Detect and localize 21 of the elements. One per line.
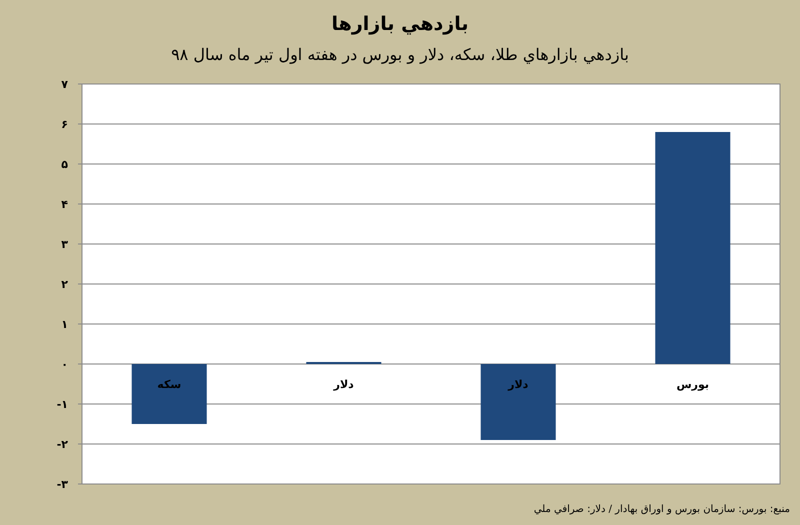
y-tick-label: ۷	[61, 78, 68, 91]
y-tick-label: -۳	[56, 478, 68, 491]
y-tick-label: -۲	[56, 438, 68, 451]
chart-title: بازدهي بازارها	[332, 13, 468, 35]
x-tick-label: بورس	[676, 378, 710, 391]
y-tick-label: ۱	[61, 318, 68, 331]
y-tick-label: ۴	[61, 198, 68, 211]
y-tick-label: -۱	[56, 398, 68, 411]
bar	[480, 364, 556, 440]
text: منبع: بورس: سازمان بورس و اوراق بهادار / دلار: صرافي ملي	[534, 504, 790, 515]
y-tick-label: ۰	[61, 358, 68, 371]
bar	[132, 364, 207, 424]
x-tick-label: دلار	[507, 378, 529, 391]
y-tick-label: ۶	[61, 118, 68, 131]
bar	[655, 132, 730, 364]
y-tick-label: ۳	[61, 238, 68, 251]
x-tick-label: سکه	[157, 378, 182, 391]
x-tick-label: دلار	[332, 378, 354, 391]
y-tick-label: ۵	[61, 158, 68, 171]
chart-subtitle: بازدهي بازارهاي طلا، سکه، دلار و بورس در هفته اول تير ماه سال ۹۸	[171, 45, 629, 64]
y-tick-label: ۲	[61, 278, 68, 291]
